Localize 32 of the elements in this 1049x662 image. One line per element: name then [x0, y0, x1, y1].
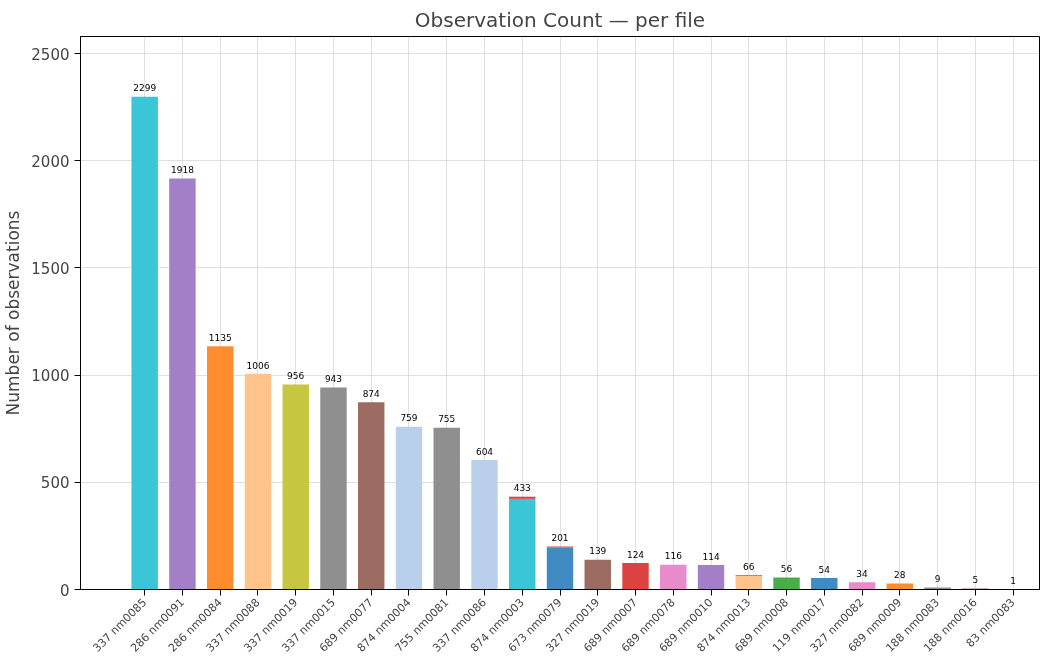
total-label: 124 [626, 549, 645, 560]
y-tick-label: 0 [59, 581, 70, 600]
total-label: 34 [856, 568, 869, 579]
total-label: 1918 [170, 165, 195, 176]
total-label: 956 [287, 371, 305, 382]
total-label: 1135 [208, 332, 232, 343]
y-tick-label: 1000 [31, 367, 70, 386]
total-label: 759 [400, 413, 418, 424]
total-label: 604 [475, 446, 494, 457]
y-tick-label: 1500 [31, 259, 70, 278]
total-label: 116 [664, 551, 683, 562]
total-label: 1006 [246, 360, 270, 371]
y-tick-label: 2500 [31, 45, 70, 64]
y-tick-label: 2000 [31, 152, 70, 171]
total-label: 5 [972, 575, 979, 586]
total-label: 1 [1010, 575, 1016, 586]
chart-title: Observation Count — per file [414, 7, 706, 32]
total-label: 9 [934, 574, 941, 585]
total-label: 2299 [133, 83, 157, 94]
total-label: 114 [702, 551, 720, 562]
total-label: 874 [362, 388, 381, 399]
total-label: 66 [743, 561, 755, 572]
total-label: 139 [589, 546, 607, 557]
total-label: 943 [324, 374, 343, 385]
total-label: 433 [513, 483, 531, 494]
total-label: 28 [894, 570, 906, 581]
y-axis-title: Number of observations [3, 210, 24, 416]
total-label: 54 [818, 564, 831, 575]
total-label: 56 [780, 564, 793, 575]
total-label: 755 [438, 414, 456, 425]
total-label: 201 [551, 533, 569, 544]
y-tick-label: 500 [40, 474, 70, 493]
